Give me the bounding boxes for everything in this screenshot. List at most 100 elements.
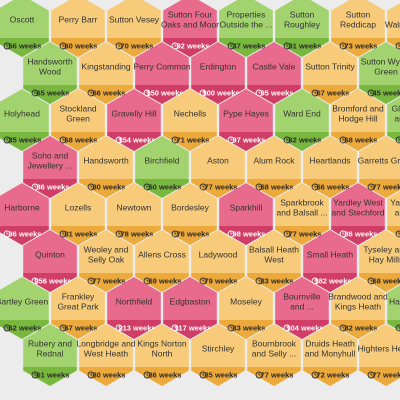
weeks-label: 78 weeks: [121, 229, 154, 238]
weeks-label: 81 weeks: [65, 229, 98, 238]
ward-name: Stirchley: [202, 343, 235, 353]
clock-icon: [199, 183, 207, 191]
ward-name: Frankley: [62, 291, 95, 301]
ward-name: and Balsall ...: [276, 207, 327, 217]
clock-icon: [87, 371, 95, 379]
clock-icon: [199, 371, 207, 379]
clock-hands: [146, 279, 149, 282]
clock-hands: [6, 44, 9, 47]
clock-hands: [118, 326, 121, 329]
clock-hands: [342, 138, 345, 141]
ward-name: Green: [374, 66, 398, 76]
clock-icon: [59, 136, 67, 144]
clock-hands: [286, 326, 289, 329]
ward-name: Sutton: [290, 9, 315, 19]
clock-hands: [286, 44, 289, 47]
weeks-label: 100 weeks: [202, 88, 239, 97]
weeks-label: 65 weeks: [37, 88, 70, 97]
weeks-label: 72 weeks: [317, 370, 350, 379]
clock-icon: [171, 136, 179, 144]
clock-icon: [395, 42, 400, 50]
ward-name: Walmley and ...: [385, 19, 400, 29]
weeks-label: 76 weeks: [177, 229, 210, 238]
ward-name: Nechells: [174, 108, 207, 118]
clock-icon: [31, 371, 39, 379]
ward-name: Oaks and Moor: [161, 19, 219, 29]
clock-hands: [90, 373, 93, 376]
weeks-label: 79 weeks: [205, 276, 238, 285]
ward-name: Roughley: [284, 19, 321, 29]
clock-hands: [34, 185, 37, 188]
weeks-label: 98 weeks: [233, 229, 266, 238]
clock-icon: [283, 230, 291, 238]
ward-name: Allens Cross: [138, 249, 186, 259]
weeks-label: 77 weeks: [373, 182, 400, 191]
clock-hands: [202, 373, 205, 376]
ward-name: Edgbaston: [170, 296, 211, 306]
ward-name: Balsall Heath: [249, 244, 299, 254]
clock-icon: [87, 89, 95, 97]
ward-name: Bournville: [283, 291, 321, 301]
ward-name: Sparkhill: [230, 202, 263, 212]
ward-name: Newtown: [117, 202, 152, 212]
ward-name: Gravelly Hill: [111, 108, 156, 118]
clock-icon: [3, 42, 11, 50]
clock-icon: [339, 230, 347, 238]
ward-name: Reddicap: [340, 19, 376, 29]
ward-tile: Erdington 100 weeks: [191, 42, 245, 104]
clock-icon: [115, 324, 123, 332]
weeks-label: 68 weeks: [261, 182, 294, 191]
clock-icon: [171, 230, 179, 238]
clock-icon: [283, 324, 291, 332]
ward-name: Sutton Wylde: [361, 56, 400, 66]
weeks-label: 80 weeks: [93, 370, 126, 379]
clock-hands: [174, 232, 177, 235]
clock-icon: [143, 183, 151, 191]
ward-name: Moseley: [230, 296, 262, 306]
clock-hands: [314, 91, 317, 94]
ward-name: Ladywood: [199, 249, 238, 259]
ward-name: Glebe Farm: [392, 103, 400, 113]
weeks-label: 256 weeks: [34, 276, 71, 285]
weeks-label: 83 weeks: [261, 276, 294, 285]
ward-name: and Stechford: [332, 207, 385, 217]
hex: [387, 285, 400, 331]
ward-name: Yardley West: [333, 197, 383, 207]
ward-name: Hodge Hill: [338, 113, 377, 123]
clock-hands: [118, 138, 121, 141]
weeks-label: 82 weeks: [345, 323, 378, 332]
ward-name: Pype Hayes: [223, 108, 269, 118]
ward-name: Handsworth: [83, 155, 129, 165]
hex: [387, 3, 400, 49]
ward-tile: Alum Rock 68 weeks: [247, 136, 301, 198]
clock-hands: [258, 185, 261, 188]
clock-icon: [311, 277, 319, 285]
weeks-label: 80 weeks: [93, 182, 126, 191]
weeks-label: 83 weeks: [233, 323, 266, 332]
clock-icon: [311, 371, 319, 379]
clock-hands: [118, 232, 121, 235]
clock-icon: [171, 42, 179, 50]
clock-hands: [62, 44, 65, 47]
ward-name: Harborne: [4, 202, 40, 212]
ward-name: Erdington: [200, 61, 237, 71]
ward-name: Tyseley and: [363, 244, 400, 254]
weeks-label: 35 weeks: [9, 135, 42, 144]
clock-icon: [199, 277, 207, 285]
ward-name: Holyhead: [4, 108, 40, 118]
weeks-label: 37 weeks: [233, 41, 266, 50]
clock-icon: [227, 230, 235, 238]
clock-icon: [367, 89, 375, 97]
ward-name: Weoley and: [84, 244, 129, 254]
clock-hands: [286, 138, 289, 141]
weeks-label: 77 weeks: [289, 229, 322, 238]
ward-name: Kings Heath: [335, 301, 382, 311]
ward-name: Green: [66, 113, 90, 123]
clock-hands: [34, 373, 37, 376]
clock-hands: [34, 279, 37, 282]
clock-hands: [258, 279, 261, 282]
weeks-label: 73 weeks: [345, 41, 378, 50]
ward-name: and Monyhull: [305, 348, 356, 358]
